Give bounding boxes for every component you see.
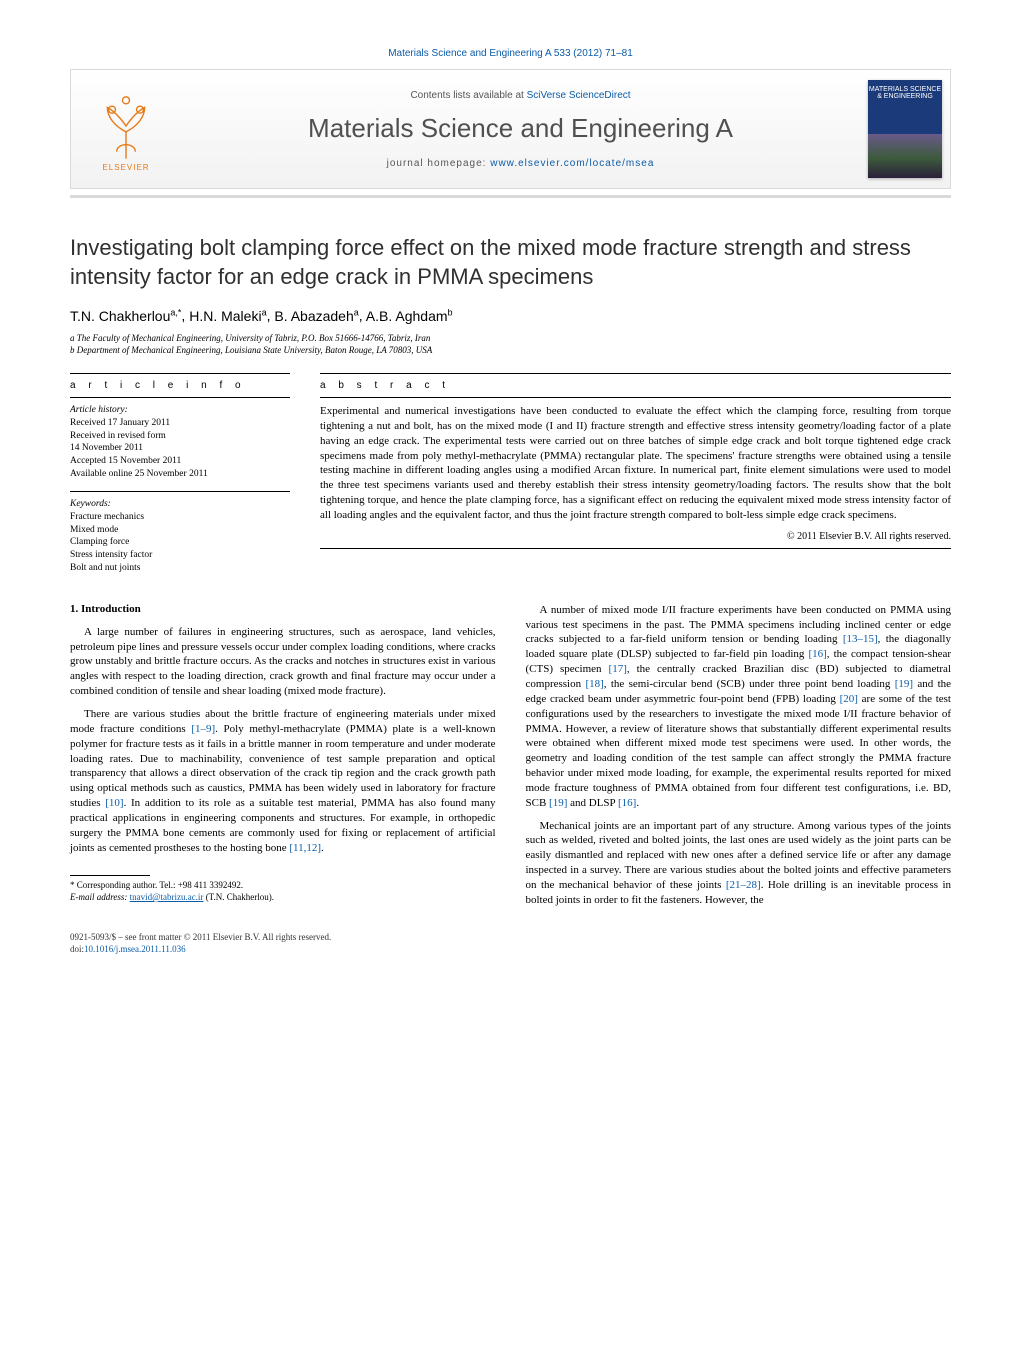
homepage-link[interactable]: www.elsevier.com/locate/msea: [490, 158, 654, 169]
publisher-logo: ELSEVIER: [71, 70, 181, 188]
paragraph: A number of mixed mode I/II fracture exp…: [526, 603, 952, 811]
author: T.N. Chakherloua,*: [70, 308, 181, 324]
journal-banner: ELSEVIER Contents lists available at Sci…: [70, 69, 951, 189]
journal-reference: Materials Science and Engineering A 533 …: [70, 48, 951, 59]
corresponding-author-footnote: * Corresponding author. Tel.: +98 411 33…: [70, 880, 496, 903]
keyword: Fracture mechanics: [70, 511, 290, 524]
paragraph: A large number of failures in engineerin…: [70, 625, 496, 699]
contents-label: Contents lists available at: [410, 90, 526, 101]
email-link[interactable]: tnavid@tabrizu.ac.ir: [130, 892, 204, 902]
email-who: (T.N. Chakherlou).: [203, 892, 274, 902]
publisher-name: ELSEVIER: [102, 163, 149, 172]
footer-block: 0921-5093/$ – see front matter © 2011 El…: [70, 932, 496, 955]
keyword: Bolt and nut joints: [70, 562, 290, 575]
keyword: Mixed mode: [70, 524, 290, 537]
sciencedirect-link[interactable]: SciVerse ScienceDirect: [527, 90, 631, 101]
paragraph: There are various studies about the brit…: [70, 707, 496, 855]
doi-label: doi:: [70, 944, 84, 954]
section-heading: 1. Introduction: [70, 603, 496, 615]
body-columns: 1. Introduction A large number of failur…: [70, 603, 951, 955]
history-item: 14 November 2011: [70, 442, 290, 455]
author-list: T.N. Chakherloua,*, H.N. Malekia, B. Aba…: [70, 307, 951, 324]
footnote-phone: * Corresponding author. Tel.: +98 411 33…: [70, 880, 496, 892]
email-label: E-mail address:: [70, 892, 130, 902]
article-history: Article history: Received 17 January 201…: [70, 398, 290, 491]
abstract-copyright: © 2011 Elsevier B.V. All rights reserved…: [320, 531, 951, 542]
abstract-label: a b s t r a c t: [320, 374, 951, 397]
journal-title: Materials Science and Engineering A: [308, 113, 733, 144]
history-item: Received 17 January 2011: [70, 417, 290, 430]
footnote-email-line: E-mail address: tnavid@tabrizu.ac.ir (T.…: [70, 892, 496, 904]
article-title: Investigating bolt clamping force effect…: [70, 234, 951, 291]
keyword: Clamping force: [70, 536, 290, 549]
history-item: Received in revised form: [70, 430, 290, 443]
affiliations: a The Faculty of Mechanical Engineering,…: [70, 332, 951, 357]
author: H.N. Malekia: [189, 308, 266, 324]
abstract-text: Experimental and numerical investigation…: [320, 398, 951, 523]
homepage-label: journal homepage:: [387, 158, 491, 169]
author: A.B. Aghdamb: [366, 308, 453, 324]
keywords-block: Keywords: Fracture mechanics Mixed mode …: [70, 492, 290, 575]
history-item: Accepted 15 November 2011: [70, 455, 290, 468]
contents-line: Contents lists available at SciVerse Sci…: [410, 90, 630, 101]
affiliation: a The Faculty of Mechanical Engineering,…: [70, 332, 951, 345]
homepage-line: journal homepage: www.elsevier.com/locat…: [387, 158, 655, 169]
doi-line: doi:10.1016/j.msea.2011.11.036: [70, 944, 496, 956]
article-info-column: a r t i c l e i n f o Article history: R…: [70, 373, 290, 575]
front-matter-line: 0921-5093/$ – see front matter © 2011 El…: [70, 932, 496, 944]
paragraph: Mechanical joints are an important part …: [526, 819, 952, 908]
footnote-rule: [70, 875, 150, 876]
elsevier-tree-icon: ELSEVIER: [91, 87, 161, 172]
journal-cover: MATERIALS SCIENCE & ENGINEERING: [860, 70, 950, 188]
author: B. Abazadeha: [274, 308, 358, 324]
keyword: Stress intensity factor: [70, 549, 290, 562]
doi-link[interactable]: 10.1016/j.msea.2011.11.036: [84, 944, 186, 954]
body-left-column: 1. Introduction A large number of failur…: [70, 603, 496, 955]
affiliation: b Department of Mechanical Engineering, …: [70, 344, 951, 357]
keywords-label: Keywords:: [70, 498, 290, 511]
history-item: Available online 25 November 2011: [70, 468, 290, 481]
article-info-label: a r t i c l e i n f o: [70, 374, 290, 397]
history-label: Article history:: [70, 404, 290, 417]
banner-divider: [70, 195, 951, 198]
cover-thumbnail-icon: MATERIALS SCIENCE & ENGINEERING: [868, 80, 942, 178]
body-right-column: A number of mixed mode I/II fracture exp…: [526, 603, 952, 955]
abstract-column: a b s t r a c t Experimental and numeric…: [320, 373, 951, 575]
banner-center: Contents lists available at SciVerse Sci…: [181, 70, 860, 188]
